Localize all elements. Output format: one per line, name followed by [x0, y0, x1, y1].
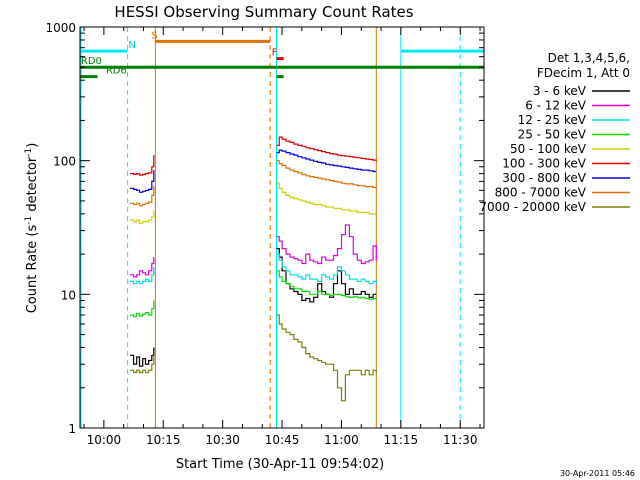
y-tick-label: 100	[53, 155, 76, 169]
x-tick-label: 10:45	[265, 433, 300, 447]
series-line	[276, 160, 377, 189]
y-axis-label-sup2: -1	[24, 148, 34, 157]
y-tick-label: 1000	[45, 21, 76, 35]
legend-header-line-1: Det 1,3,4,5,6,	[548, 51, 630, 65]
x-tick-label: 11:30	[443, 433, 478, 447]
legend-label: 12 - 25 keV	[518, 113, 587, 127]
legend-header-line-2: FDecim 1, Att 0	[537, 66, 630, 80]
series-line	[130, 267, 155, 285]
x-tick-label: 10:00	[87, 433, 122, 447]
axis-tick-labels: 10:00 10:15 10:30 10:45 11:00 11:15 11:30 1 10 10…	[45, 21, 477, 447]
status-bar-label: N	[128, 40, 135, 51]
plot-content: N S F RD0 RD6	[80, 27, 484, 428]
x-tick-label: 11:15	[384, 433, 419, 447]
series-line	[130, 355, 155, 374]
series-line	[276, 182, 377, 215]
y-axis-label-end: )	[25, 143, 40, 148]
series-line	[130, 185, 155, 207]
legend-label: 7000 - 20000 keV	[479, 200, 586, 214]
series-line	[130, 300, 155, 318]
y-axis-label-mid: detector	[25, 156, 40, 216]
timestamp: 30-Apr-2011 05:46	[560, 469, 635, 478]
series-line	[276, 136, 377, 161]
axis-ticks	[80, 26, 484, 429]
x-tick-label: 11:00	[324, 433, 359, 447]
legend-label: 100 - 300 keV	[502, 157, 586, 171]
legend-label: 6 - 12 keV	[525, 99, 587, 113]
series-line	[276, 224, 377, 265]
series-line	[130, 170, 155, 193]
y-tick-label: 1	[68, 422, 76, 436]
series-line	[276, 270, 377, 300]
series-line	[130, 155, 155, 176]
legend-label: 25 - 50 keV	[518, 128, 587, 142]
status-bar-label: RD0	[81, 56, 102, 67]
series-line	[130, 347, 155, 367]
x-tick-label: 10:30	[205, 433, 240, 447]
x-tick-label: 10:15	[146, 433, 181, 447]
chart-title: HESSI Observing Summary Count Rates	[114, 3, 413, 21]
series-line	[276, 248, 377, 303]
series-line	[276, 253, 377, 285]
status-bar-label: RD6	[106, 66, 127, 77]
legend-label: 50 - 100 keV	[510, 142, 587, 156]
series-line	[276, 314, 377, 402]
series-line	[130, 257, 155, 278]
status-bar-label: F	[272, 48, 278, 59]
y-axis-label: Count Rate (s-1 detector-1)	[24, 143, 40, 314]
legend-label: 300 - 800 keV	[502, 171, 586, 185]
series-line	[276, 149, 377, 173]
legend-label: 3 - 6 keV	[533, 84, 587, 98]
y-tick-label: 10	[61, 288, 76, 302]
legend-label: 800 - 7000 keV	[495, 186, 587, 200]
series-line	[130, 211, 155, 224]
status-bar-label: S	[151, 30, 157, 41]
y-axis-label-main: Count Rate (s	[25, 225, 40, 314]
y-axis-label-sup1: -1	[24, 216, 34, 225]
x-axis-label: Start Time (30-Apr-11 09:54:02)	[176, 457, 384, 472]
legend: Det 1,3,4,5,6, FDecim 1, Att 0 3 - 6 keV…	[479, 51, 630, 214]
